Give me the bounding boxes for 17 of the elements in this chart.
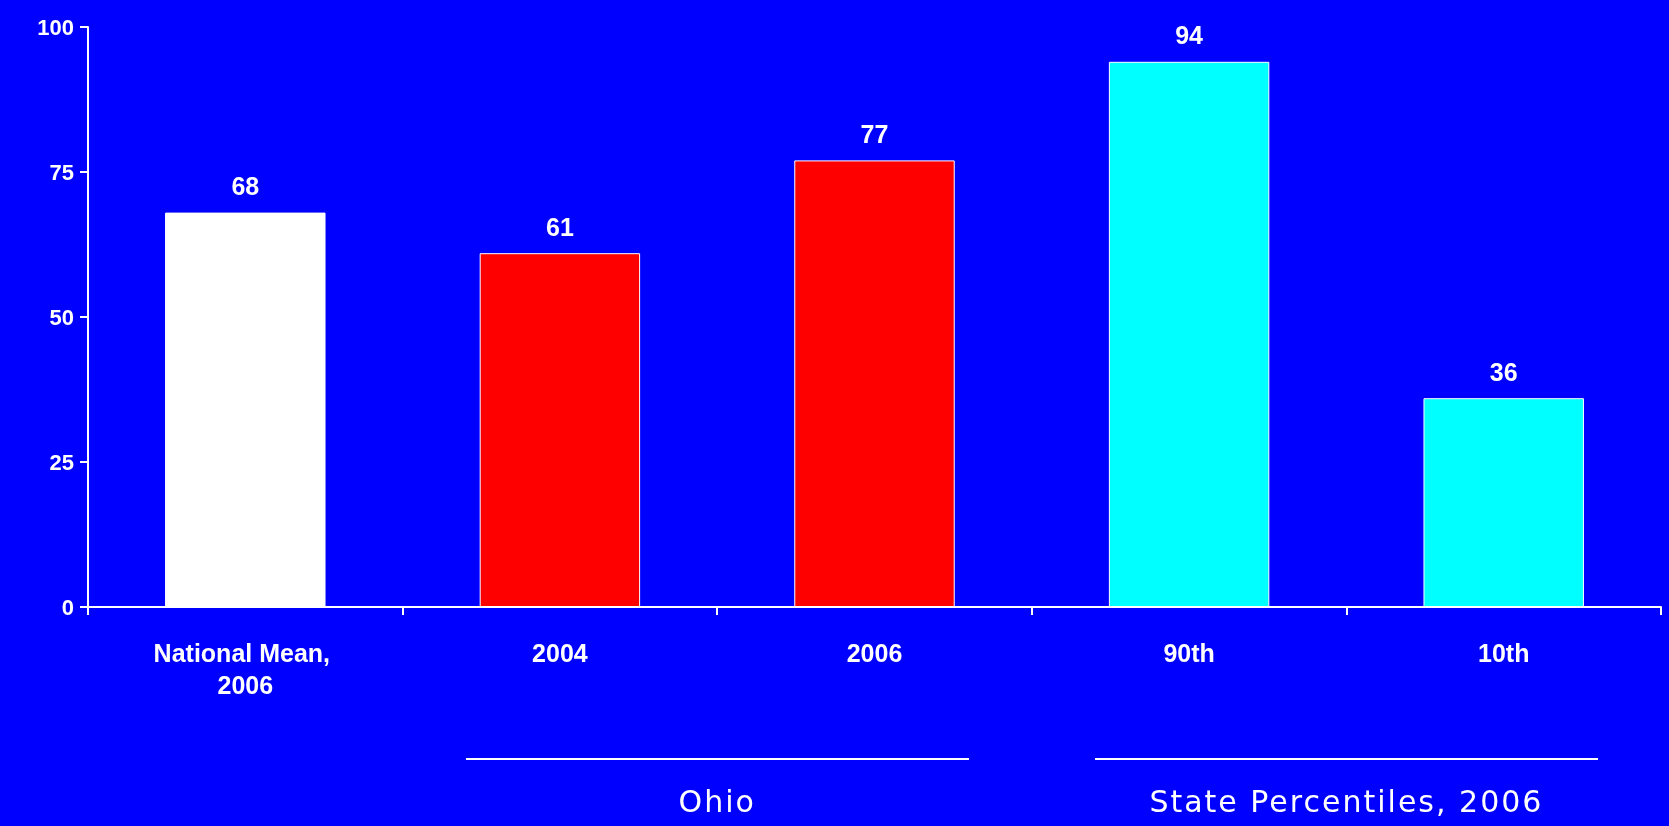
y-tick-label: 100 (37, 14, 74, 40)
y-tick-label: 75 (49, 159, 74, 185)
y-tick-label: 0 (61, 594, 74, 620)
x-tick-label: 10th (1478, 639, 1530, 667)
text: State Percentiles, 2006 (1148, 784, 1545, 819)
y-tick-label: 50 (49, 304, 74, 330)
data-label: 77 (860, 119, 889, 148)
text: Ohio (677, 784, 757, 819)
data-label: 94 (1175, 21, 1204, 50)
x-tick-label: 2006 (846, 639, 903, 667)
x-tick-label: National Mean, 2006 (153, 639, 337, 699)
data-label: 61 (545, 212, 574, 241)
data-label: 36 (1489, 357, 1518, 386)
x-tick-label: 90th (1163, 639, 1215, 667)
data-label: 68 (231, 172, 260, 201)
x-tick-label: 2004 (532, 639, 588, 667)
y-tick-label: 25 (49, 449, 74, 475)
